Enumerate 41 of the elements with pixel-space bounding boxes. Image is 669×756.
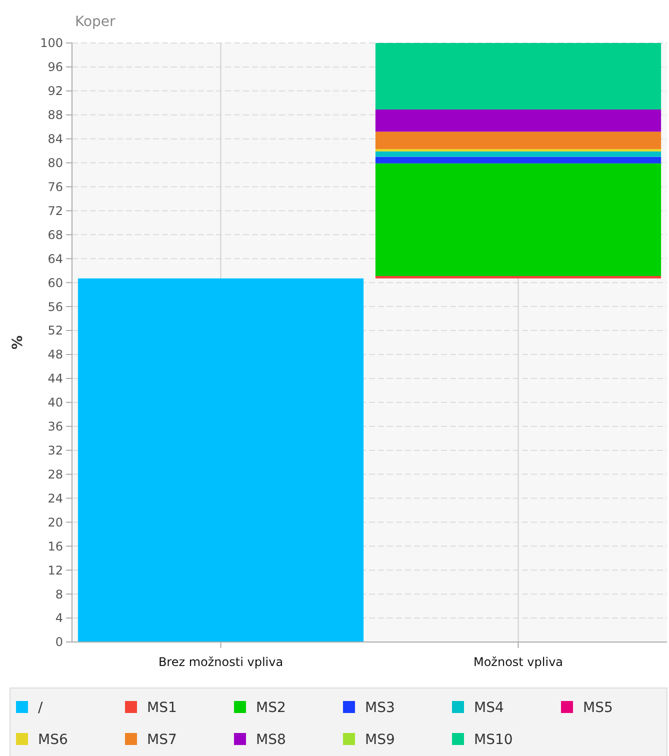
x-tick-label: Možnost vpliva (473, 655, 564, 669)
y-tick-label: 56 (48, 300, 63, 314)
chart-title: Koper (75, 14, 116, 30)
y-tick-label: 76 (48, 180, 63, 194)
legend-label: MS7 (147, 732, 177, 748)
y-tick-label: 48 (48, 348, 63, 362)
legend-label: / (38, 700, 43, 716)
y-tick-label: 8 (55, 587, 63, 602)
y-tick-label: 40 (48, 396, 63, 410)
y-tick-label: 92 (48, 84, 63, 98)
legend-label: MS6 (38, 732, 68, 748)
y-tick-label: 60 (48, 276, 63, 290)
y-tick-label: 88 (48, 108, 63, 122)
y-tick-label: 80 (48, 156, 63, 170)
y-axis-title: % (10, 335, 26, 350)
y-tick-label: 52 (48, 324, 63, 338)
legend-label: MS9 (365, 732, 395, 748)
y-tick-label: 20 (48, 515, 63, 530)
y-tick-label: 96 (48, 60, 63, 74)
legend-label: MS10 (474, 732, 513, 748)
y-tick-label: 16 (48, 539, 63, 554)
y-tick-label: 36 (48, 420, 63, 434)
legend-label: MS8 (256, 732, 286, 748)
y-tick-label: 72 (48, 204, 63, 218)
y-tick-label: 24 (48, 491, 63, 506)
legend-label: MS1 (147, 700, 177, 716)
y-tick-label: 28 (48, 467, 63, 482)
y-tick-label: 12 (48, 563, 63, 578)
y-tick-label: 32 (48, 444, 63, 458)
legend-label: MS5 (583, 700, 613, 716)
legend-label: MS4 (474, 700, 504, 716)
x-tick-label: Brez možnosti vpliva (158, 655, 284, 669)
y-tick-label: 100 (40, 36, 63, 50)
y-tick-label: 0 (55, 635, 63, 650)
legend-label: MS3 (365, 700, 395, 716)
y-tick-label: 64 (48, 252, 63, 266)
legend-label: MS2 (256, 700, 286, 716)
y-tick-label: 4 (55, 611, 63, 626)
y-tick-label: 84 (48, 132, 63, 146)
y-tick-label: 68 (48, 228, 63, 242)
y-tick-label: 44 (48, 372, 63, 386)
